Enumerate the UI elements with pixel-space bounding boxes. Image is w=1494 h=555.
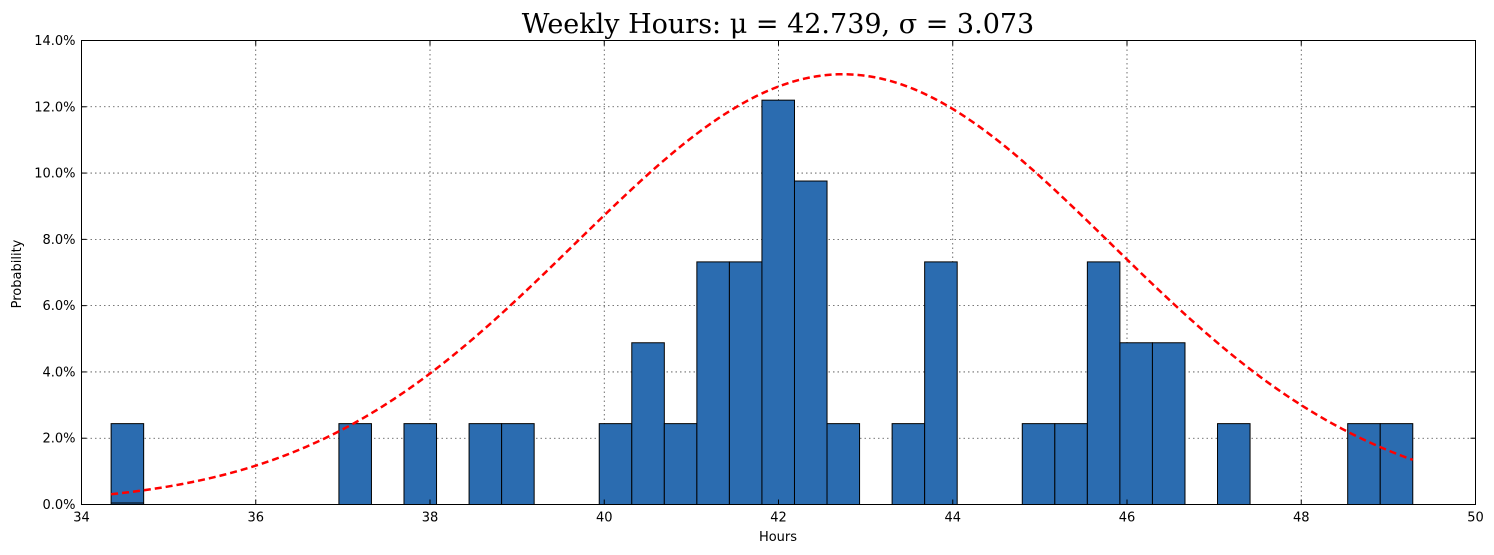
y-tick-label: 6.0% bbox=[42, 299, 75, 314]
x-tick-label: 46 bbox=[1119, 511, 1136, 526]
x-tick-label: 36 bbox=[247, 511, 264, 526]
histogram-bar bbox=[891, 423, 926, 506]
chart-title: Weekly Hours: μ = 42.739, σ = 3.073 bbox=[522, 9, 1034, 40]
x-tick-label: 38 bbox=[422, 511, 439, 526]
x-tick-label: 50 bbox=[1467, 511, 1484, 526]
histogram-bar bbox=[1151, 342, 1186, 505]
y-tick-label: 0.0% bbox=[42, 498, 75, 513]
axis-ticks: 34 36 38 40 42 44 46 48 50 0.0% 2.0% 4.0% 6.0% 8.0% 10… bbox=[34, 34, 1484, 526]
y-tick-label: 8.0% bbox=[42, 233, 75, 248]
histogram-bars bbox=[110, 99, 1414, 506]
y-tick-label: 2.0% bbox=[42, 432, 75, 447]
histogram-bar bbox=[696, 261, 730, 505]
y-axis-label: Probability bbox=[10, 239, 25, 308]
x-axis-label: Hours bbox=[759, 530, 797, 545]
histogram-bar bbox=[598, 423, 633, 506]
x-tick-label: 34 bbox=[73, 511, 90, 526]
normal-fit-curve bbox=[110, 72, 1414, 496]
histogram-bar bbox=[826, 423, 861, 506]
histogram-bar bbox=[338, 423, 372, 506]
histogram-bar bbox=[761, 99, 795, 506]
y-tick-label: 14.0% bbox=[34, 34, 75, 49]
x-tick-label: 40 bbox=[596, 511, 613, 526]
histogram-bar bbox=[468, 423, 503, 506]
histogram-bar bbox=[501, 423, 535, 506]
histogram-bar bbox=[793, 180, 828, 505]
x-tick-label: 44 bbox=[944, 511, 961, 526]
histogram-bar bbox=[1347, 423, 1381, 506]
histogram-bar bbox=[631, 342, 665, 505]
x-tick-label: 42 bbox=[770, 511, 787, 526]
histogram-bar bbox=[1217, 423, 1251, 506]
histogram-bar bbox=[1379, 423, 1414, 506]
y-tick-label: 4.0% bbox=[42, 365, 75, 380]
histogram-bar bbox=[1021, 423, 1056, 506]
histogram-bar bbox=[924, 261, 958, 505]
y-tick-label: 10.0% bbox=[34, 167, 75, 182]
histogram-bar bbox=[1086, 261, 1121, 505]
histogram-bar bbox=[403, 423, 438, 506]
histogram-bar bbox=[1054, 423, 1088, 506]
histogram-bar bbox=[663, 423, 698, 506]
x-tick-label: 48 bbox=[1293, 511, 1310, 526]
histogram-bar bbox=[1119, 342, 1153, 505]
histogram-bar bbox=[728, 261, 763, 505]
y-tick-label: 12.0% bbox=[34, 100, 75, 115]
